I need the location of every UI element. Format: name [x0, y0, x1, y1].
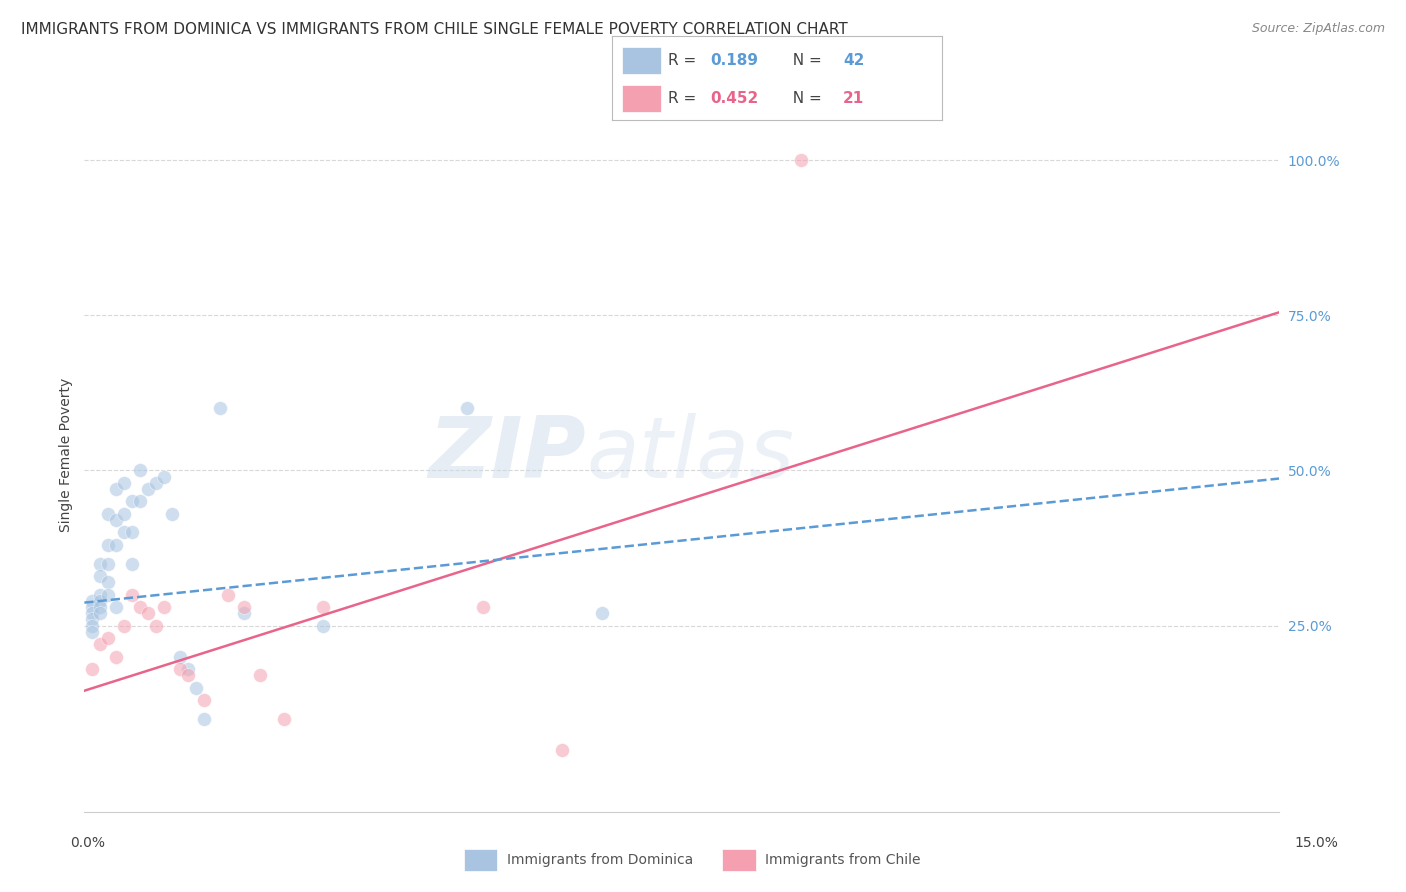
Point — [82, 624, 104, 639]
Point — [82, 662, 104, 676]
Text: Immigrants from Dominica: Immigrants from Dominica — [508, 854, 693, 867]
Point — [105, 482, 128, 496]
Point — [89, 569, 111, 583]
Text: 0.0%: 0.0% — [70, 836, 104, 850]
Point — [112, 525, 135, 540]
Text: R =: R = — [668, 91, 702, 106]
Point — [312, 599, 335, 614]
Point — [82, 593, 104, 607]
Text: IMMIGRANTS FROM DOMINICA VS IMMIGRANTS FROM CHILE SINGLE FEMALE POVERTY CORRELAT: IMMIGRANTS FROM DOMINICA VS IMMIGRANTS F… — [21, 22, 848, 37]
Point — [145, 618, 167, 632]
Point — [121, 494, 143, 508]
Bar — [621, 85, 661, 112]
Point — [471, 599, 494, 614]
Point — [160, 507, 183, 521]
Point — [112, 618, 135, 632]
Bar — [464, 849, 498, 871]
Bar — [723, 849, 755, 871]
Point — [121, 557, 143, 571]
Point — [121, 525, 143, 540]
Text: N =: N = — [783, 91, 827, 106]
Point — [97, 507, 120, 521]
Point — [232, 599, 254, 614]
Point — [82, 599, 104, 614]
Point — [551, 742, 574, 756]
Point — [105, 513, 128, 527]
Point — [105, 599, 128, 614]
Text: 0.189: 0.189 — [710, 53, 759, 68]
Text: Source: ZipAtlas.com: Source: ZipAtlas.com — [1251, 22, 1385, 36]
Point — [153, 469, 176, 483]
Point — [97, 538, 120, 552]
Point — [249, 668, 271, 682]
Point — [177, 662, 200, 676]
Point — [312, 618, 335, 632]
Point — [208, 401, 231, 416]
Point — [129, 463, 152, 477]
Point — [97, 588, 120, 602]
Point — [145, 475, 167, 490]
Text: 21: 21 — [844, 91, 865, 106]
Point — [89, 637, 111, 651]
Point — [273, 712, 295, 726]
Point — [105, 649, 128, 664]
Text: 15.0%: 15.0% — [1294, 836, 1339, 850]
Point — [456, 401, 478, 416]
Point — [89, 557, 111, 571]
Point — [193, 693, 215, 707]
Point — [82, 606, 104, 620]
Text: atlas: atlas — [586, 413, 794, 497]
Point — [112, 475, 135, 490]
Text: 42: 42 — [844, 53, 865, 68]
Point — [82, 618, 104, 632]
Point — [129, 494, 152, 508]
Point — [97, 575, 120, 590]
Point — [136, 606, 159, 620]
Point — [169, 649, 191, 664]
Text: Immigrants from Chile: Immigrants from Chile — [765, 854, 921, 867]
Point — [193, 712, 215, 726]
Point — [169, 662, 191, 676]
Point — [112, 507, 135, 521]
Point — [97, 631, 120, 645]
Point — [89, 588, 111, 602]
Point — [89, 593, 111, 607]
Bar — [621, 46, 661, 74]
Point — [97, 557, 120, 571]
Text: N =: N = — [783, 53, 827, 68]
Point — [217, 588, 239, 602]
Text: ZIP: ZIP — [429, 413, 586, 497]
Point — [177, 668, 200, 682]
Point — [591, 606, 613, 620]
Text: 0.452: 0.452 — [710, 91, 759, 106]
Point — [105, 538, 128, 552]
Point — [121, 588, 143, 602]
Point — [232, 606, 254, 620]
Point — [82, 612, 104, 626]
Point — [153, 599, 176, 614]
Point — [136, 482, 159, 496]
Point — [790, 153, 813, 168]
Point — [89, 606, 111, 620]
Point — [184, 681, 207, 695]
Y-axis label: Single Female Poverty: Single Female Poverty — [59, 378, 73, 532]
Text: R =: R = — [668, 53, 702, 68]
Point — [89, 599, 111, 614]
Point — [129, 599, 152, 614]
